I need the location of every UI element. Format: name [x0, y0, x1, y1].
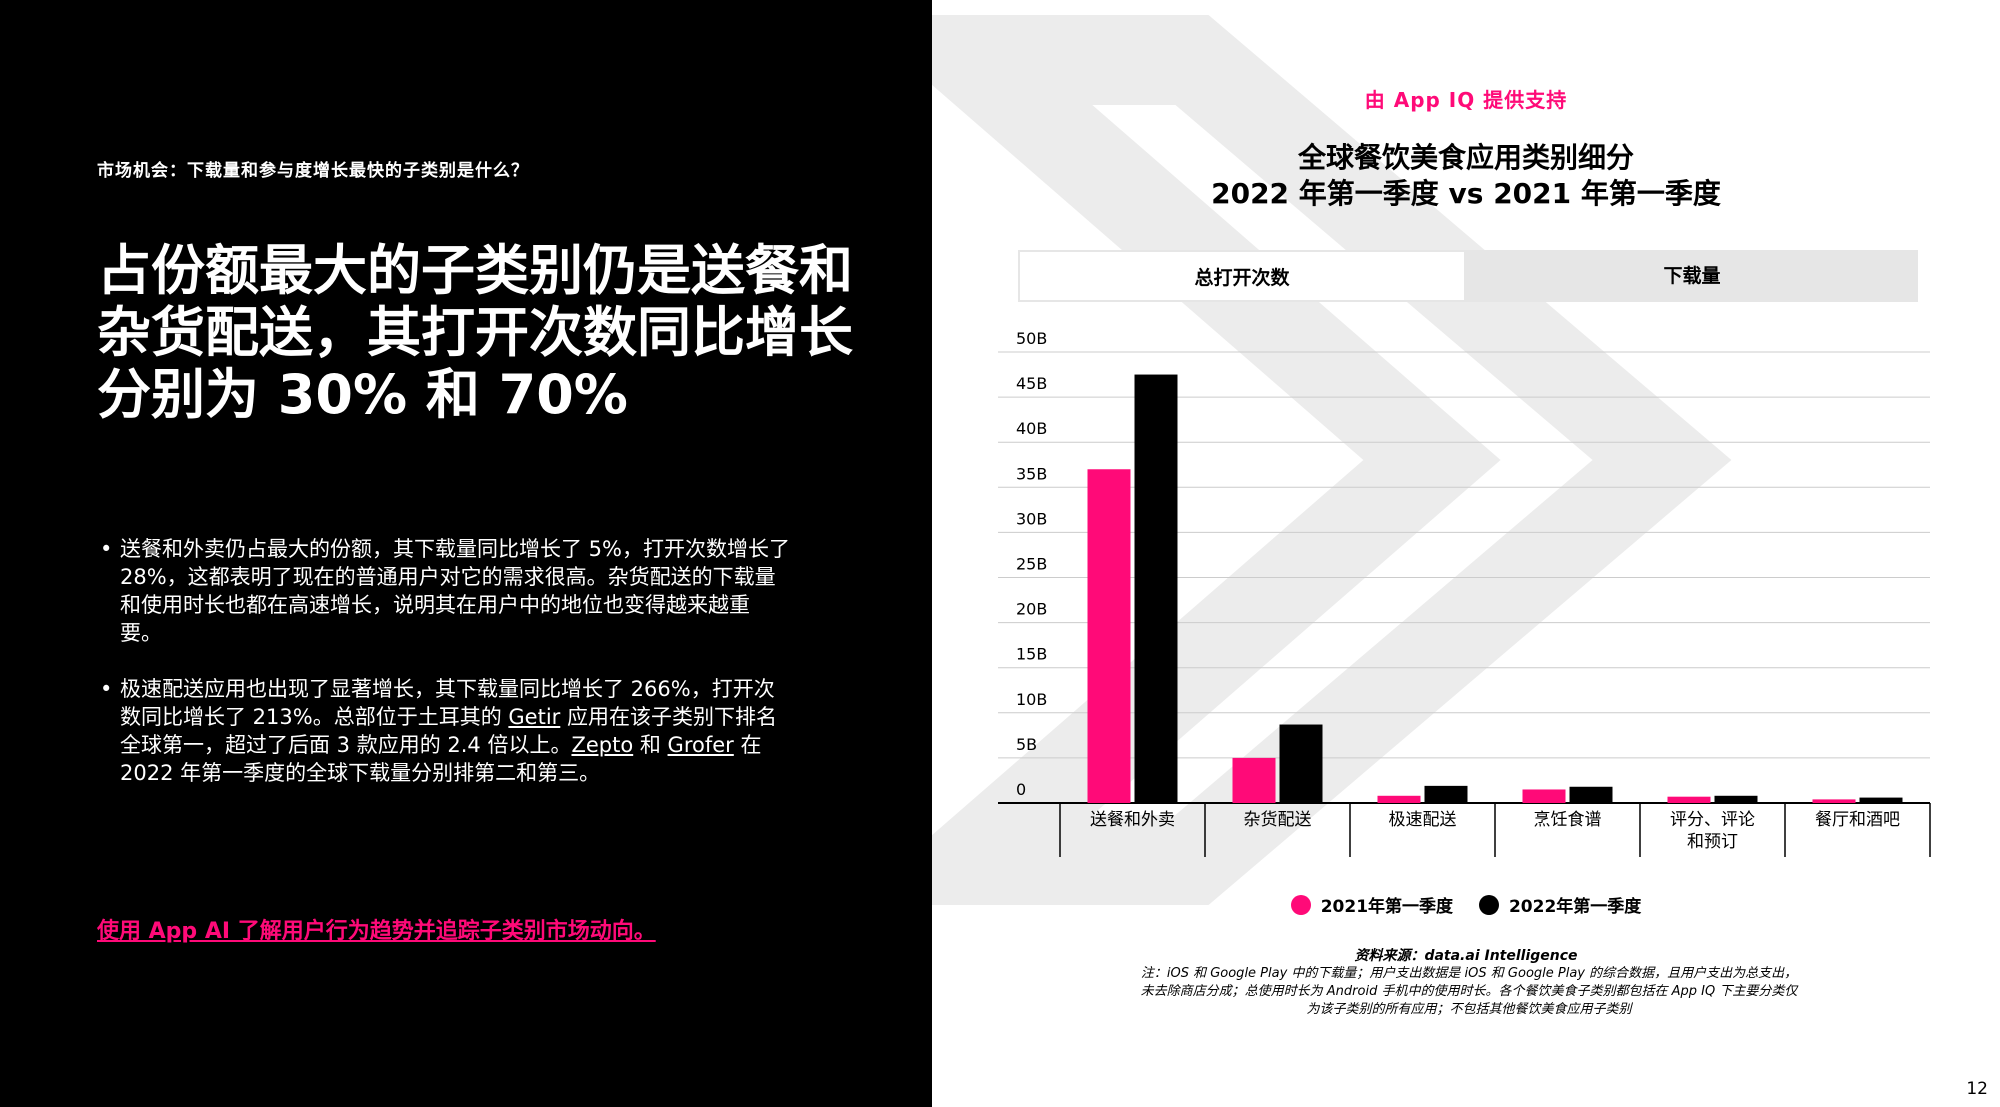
legend-swatch-2022 — [1478, 894, 1499, 915]
y-tick-label: 20B — [1016, 600, 1047, 619]
bar — [1714, 795, 1758, 803]
legend-label-2022: 2022年第一季度 — [1508, 897, 1642, 917]
legend-item-2021: 2021年第一季度 — [1290, 892, 1454, 917]
section-eyebrow: 市场机会：下载量和参与度增长最快的子类别是什么？ — [97, 161, 529, 181]
bar — [1279, 724, 1323, 803]
tab-total-opens[interactable]: 总打开次数 — [1018, 250, 1466, 302]
chart-tabs: 总打开次数 下载量 — [1018, 250, 1918, 302]
legend-label-2021: 2021年第一季度 — [1320, 897, 1454, 917]
tab-downloads[interactable]: 下载量 — [1663, 265, 1721, 287]
page-number: 12 — [1966, 1079, 1988, 1099]
x-tick-label: 极速配送 — [1389, 810, 1457, 830]
bullet-item: 极速配送应用也出现了显著增长，其下载量同比增长了 266%，打开次数同比增长了 … — [100, 675, 790, 787]
y-tick-label: 25B — [1016, 555, 1047, 574]
cta-link[interactable]: 使用 App AI 了解用户行为趋势并追踪子类别市场动向。 — [97, 919, 656, 944]
getir-link[interactable]: Getir — [508, 705, 561, 729]
bar — [1522, 789, 1566, 803]
right-panel: 由 App IQ 提供支持 全球餐饮美食应用类别细分 2022 年第一季度 vs… — [932, 0, 2000, 1107]
y-tick-label: 50B — [1016, 329, 1047, 348]
background-watermark — [932, 14, 1732, 905]
y-tick-label: 30B — [1016, 509, 1047, 528]
legend-swatch-2021 — [1290, 894, 1311, 915]
grofer-link[interactable]: Grofer — [667, 733, 734, 757]
x-tick-label: 和预订 — [1687, 832, 1738, 852]
bullet-text: 送餐和外卖仍占最大的份额，其下载量同比增长了 5%，打开次数增长了 28%，这都… — [120, 537, 790, 645]
bullet-list: 送餐和外卖仍占最大的份额，其下载量同比增长了 5%，打开次数增长了 28%，这都… — [100, 535, 790, 815]
zepto-link[interactable]: Zepto — [571, 733, 634, 757]
y-tick-label: 35B — [1016, 464, 1047, 483]
bar — [1424, 785, 1468, 803]
bullet-text: 在 2022 年第一季度的全球下载量分别排第二和第三。 — [120, 733, 762, 785]
bullet-text: 极速配送应用也出现了显著增长，其下载量同比增长了 266%，打开次数同比增长了 … — [120, 677, 775, 729]
left-panel: 市场机会：下载量和参与度增长最快的子类别是什么？ 占份额最大的子类别仍是送餐和杂… — [0, 0, 932, 1107]
bullet-item: 送餐和外卖仍占最大的份额，其下载量同比增长了 5%，打开次数增长了 28%，这都… — [100, 535, 790, 647]
y-tick-label: 15B — [1016, 645, 1047, 664]
bar — [1134, 374, 1178, 803]
footnote-text: 注：iOS 和 Google Play 中的下载量；用户支出数据是 iOS 和 … — [1140, 966, 1798, 1017]
x-tick-label: 餐厅和酒吧 — [1815, 810, 1900, 830]
chart-title-line1: 全球餐饮美食应用类别细分 — [1297, 141, 1634, 174]
chart-legend: 2021年第一季度 2022年第一季度 — [932, 892, 2000, 917]
x-tick-label: 送餐和外卖 — [1090, 810, 1175, 830]
legend-item-2022: 2022年第一季度 — [1478, 892, 1642, 917]
y-tick-label: 45B — [1016, 374, 1047, 393]
bar — [1087, 469, 1131, 803]
bullet-text: 和 — [633, 733, 668, 757]
x-tick-label: 评分、评论 — [1670, 810, 1755, 830]
chart-title-line2: 2022 年第一季度 vs 2021 年第一季度 — [1211, 177, 1721, 210]
y-tick-label: 10B — [1016, 690, 1047, 709]
bar — [1667, 796, 1711, 803]
bullet-text: 应用在该子类别下排名全球第一，超过了后面 3 款应用的 2.4 倍以上。 — [120, 705, 777, 757]
headline: 占份额最大的子类别仍是送餐和杂货配送，其打开次数同比增长分别为 30% 和 70… — [97, 239, 853, 426]
bar — [1569, 786, 1613, 803]
bar-chart: 0 5B 10B 15B 20B 25B 30B 35B 40B 45B 50B 送餐和外卖 杂货配送 极… — [998, 329, 1931, 857]
bar — [1232, 757, 1276, 803]
bar — [1812, 799, 1856, 803]
source-text: 资料来源：data.ai Intelligence — [1354, 948, 1578, 964]
x-tick-label: 烹饪食谱 — [1534, 809, 1602, 830]
y-tick-label: 0 — [1016, 780, 1026, 799]
y-tick-label: 40B — [1016, 419, 1047, 438]
bar — [1859, 797, 1903, 803]
y-tick-label: 5B — [1016, 735, 1037, 754]
bar — [1377, 795, 1421, 803]
powered-by-label: 由 App IQ 提供支持 — [1364, 88, 1568, 112]
x-tick-label: 杂货配送 — [1244, 810, 1312, 830]
chart-title: 全球餐饮美食应用类别细分 2022 年第一季度 vs 2021 年第一季度 — [932, 140, 2000, 212]
